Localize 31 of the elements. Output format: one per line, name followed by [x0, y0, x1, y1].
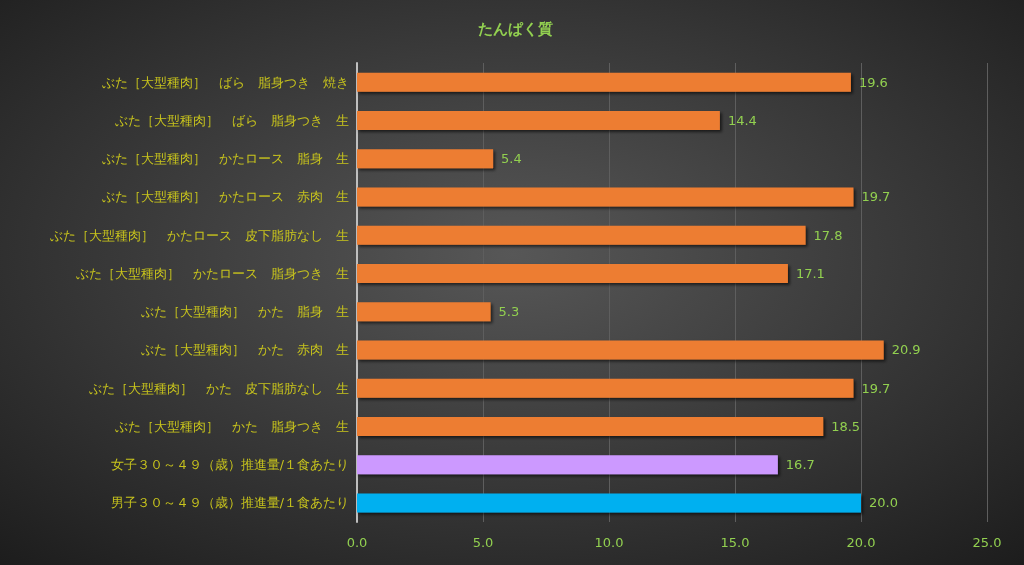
data-label: 16.7 [785, 457, 815, 473]
data-label: 18.5 [831, 418, 861, 434]
y-tick-label: ぶた［大型種肉］ かた 脂身 生 [141, 304, 349, 320]
data-label: 14.4 [727, 112, 757, 128]
y-tick-label: ぶた［大型種肉］ かた 皮下脂肪なし 生 [89, 380, 349, 396]
data-label: 19.7 [861, 380, 891, 396]
x-tick-label: 25.0 [972, 535, 1002, 550]
y-tick-label: ぶた［大型種肉］ かた 赤肉 生 [141, 342, 349, 358]
y-tick-label: ぶた［大型種肉］ かたロース 脂身つき 生 [76, 265, 349, 281]
x-tick-label: 20.0 [846, 535, 876, 550]
data-label: 5.4 [501, 151, 522, 167]
x-tick-label: 10.0 [594, 535, 624, 550]
y-tick-label: ぶた［大型種肉］ かたロース 脂身 生 [102, 151, 349, 167]
y-tick-label: 女子３０～４９（歳）推進量/１食あたり [110, 457, 349, 473]
data-label: 17.8 [813, 227, 843, 243]
y-tick-label: ぶた［大型種肉］ ばら 脂身つき 焼き [102, 74, 349, 90]
data-label: 20.0 [869, 495, 898, 511]
x-tick-label: 0.0 [346, 535, 368, 550]
data-label: 17.1 [795, 265, 825, 281]
y-tick-label: ぶた［大型種肉］ かた 脂身つき 生 [115, 418, 349, 434]
y-tick-label: ぶた［大型種肉］ かたロース 赤肉 生 [102, 189, 349, 205]
y-tick-label: ぶた［大型種肉］ かたロース 皮下脂肪なし 生 [50, 227, 349, 243]
y-tick-label: 男子３０～４９（歳）推進量/１食あたり [110, 495, 349, 511]
data-label: 5.3 [498, 304, 520, 320]
data-label: 19.6 [858, 74, 888, 90]
x-tick-label: 5.0 [472, 535, 494, 550]
data-label: 19.7 [861, 189, 891, 205]
data-label: 20.9 [891, 342, 921, 358]
chart-title: たんぱく質 [477, 19, 553, 38]
x-tick-label: 15.0 [720, 535, 750, 550]
y-tick-label: ぶた［大型種肉］ ばら 脂身つき 生 [115, 112, 349, 128]
